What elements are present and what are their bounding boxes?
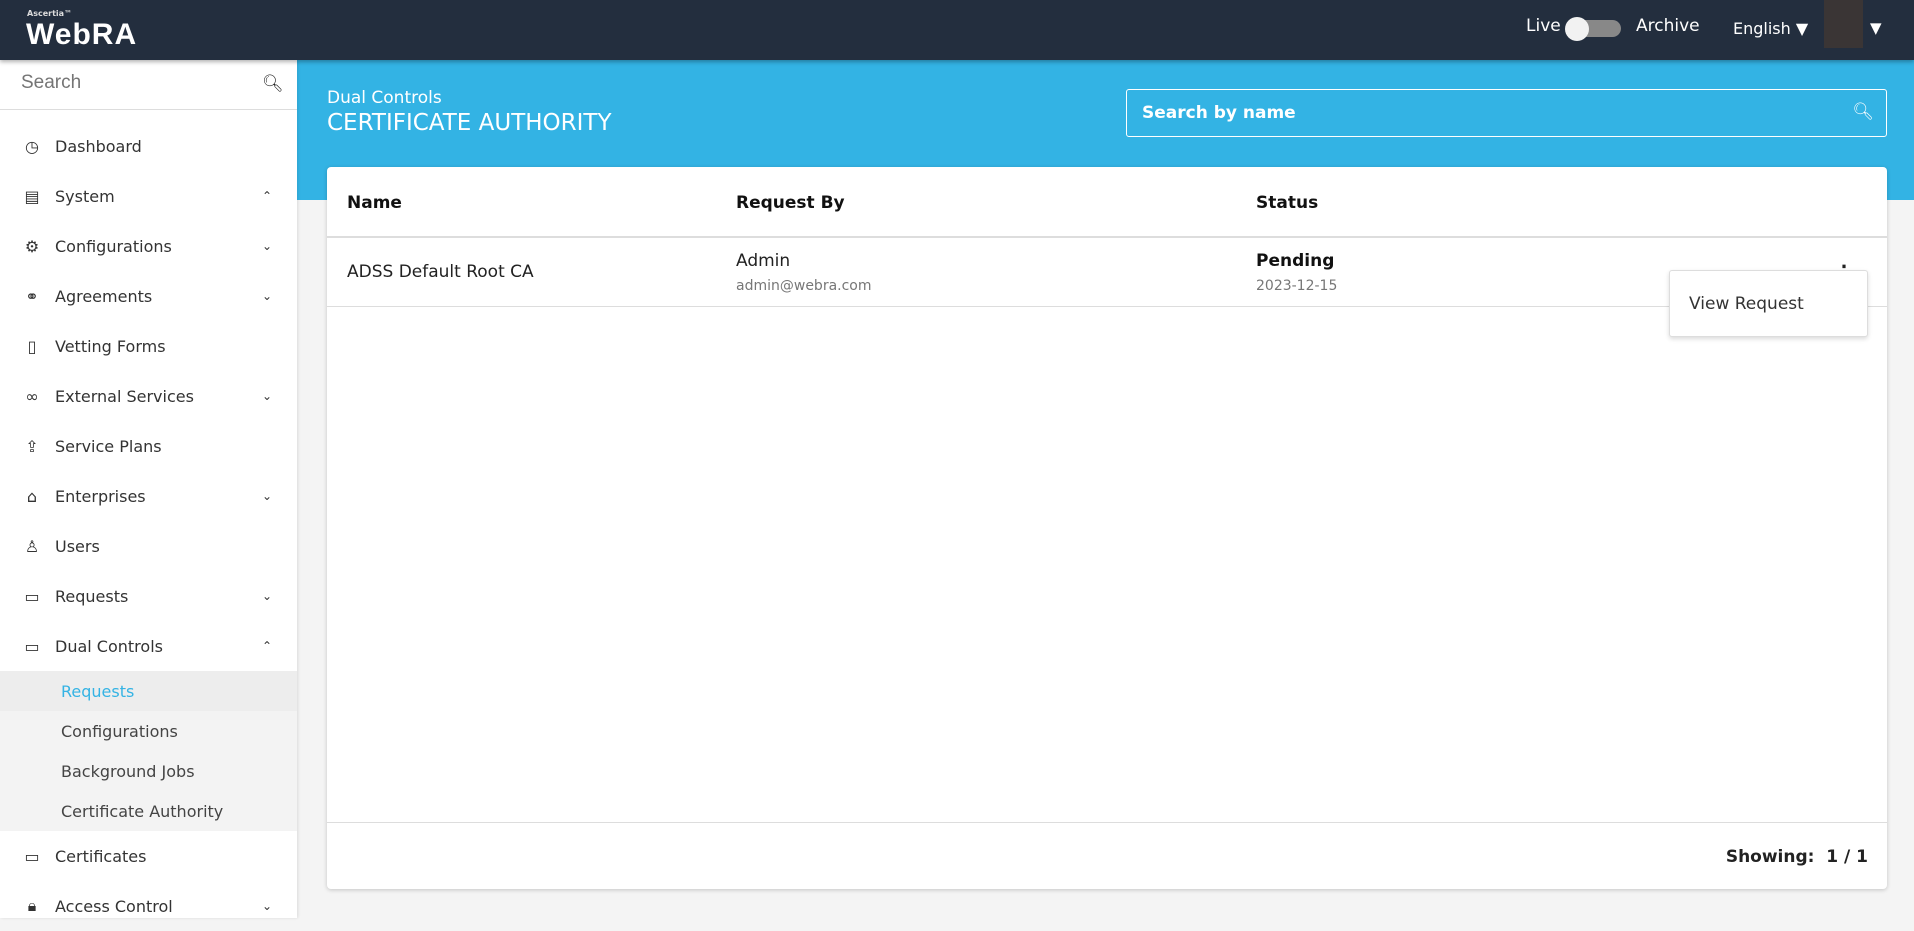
sidebar-item-label: Requests: [55, 586, 129, 606]
handshake-icon: ⚭: [25, 286, 39, 306]
divider: [327, 236, 1887, 238]
certificate-icon: ▭: [24, 846, 40, 866]
sidebar-item-label: Dual Controls: [55, 636, 163, 656]
chevron-up-icon[interactable]: ⌃: [262, 639, 273, 653]
row-actions-menu: View Request: [1669, 270, 1868, 337]
sidebar-item-label: External Services: [55, 386, 194, 406]
sidebar-item-label: Access Control: [55, 896, 173, 916]
bank-icon: ⌂: [26, 486, 38, 506]
column-header-name[interactable]: Name: [347, 193, 402, 213]
chevron-down-icon[interactable]: ⌄: [262, 589, 273, 603]
menu-item-view-request[interactable]: View Request: [1689, 294, 1804, 314]
sidebar-item-configurations[interactable]: ⚙ Configurations ⌄: [0, 221, 297, 271]
sidebar-item-users[interactable]: ♙ Users: [0, 521, 297, 571]
row-request-by: Admin: [736, 251, 791, 271]
chevron-down-icon[interactable]: ⌄: [262, 289, 273, 303]
sidebar-search-input[interactable]: [21, 72, 251, 94]
sidebar-subitem-certificate-authority[interactable]: Certificate Authority: [61, 801, 224, 821]
archive-label: Archive: [1636, 16, 1700, 36]
status-badge: Pending: [1256, 251, 1335, 271]
column-header-request-by[interactable]: Request By: [736, 193, 845, 213]
form-icon: ▯: [27, 336, 37, 356]
link-icon: ∞: [25, 386, 39, 406]
avatar[interactable]: [1824, 0, 1863, 48]
breadcrumb[interactable]: Dual Controls: [327, 88, 442, 108]
sidebar-item-dashboard[interactable]: ◷ Dashboard: [0, 121, 297, 171]
sidebar-subitem-background-jobs[interactable]: Background Jobs: [61, 761, 195, 781]
row-date: 2023-12-15: [1256, 278, 1338, 294]
search-icon[interactable]: 🔍︎: [1852, 102, 1874, 122]
divider: [327, 822, 1887, 823]
sidebar-item-dual-controls[interactable]: ▭ Dual Controls ⌃: [0, 621, 297, 671]
brand-label: Ascertia™: [27, 9, 73, 18]
server-icon: ▤: [24, 186, 40, 206]
user-menu-caret-icon[interactable]: ▼: [1870, 19, 1882, 37]
dashboard-icon: ◷: [25, 136, 39, 156]
chevron-down-icon[interactable]: ⌄: [262, 489, 273, 503]
chevron-down-icon[interactable]: ⌄: [262, 899, 273, 913]
sidebar-item-service-plans[interactable]: ⇪ Service Plans: [0, 421, 297, 471]
pagination-showing: Showing: 1 / 1: [1725, 847, 1868, 867]
sidebar-item-label: Certificates: [55, 846, 147, 866]
caret-down-icon: ▼: [1795, 19, 1809, 38]
column-header-status[interactable]: Status: [1256, 193, 1319, 213]
sidebar: 🔍︎ ◷ Dashboard ▤ System ⌃ ⚙ Configurations ⌄ ⚭ Ag…: [0, 60, 297, 918]
sidebar-item-agreements[interactable]: ⚭ Agreements ⌄: [0, 271, 297, 321]
language-dropdown[interactable]: English ▼: [1733, 19, 1808, 38]
request-icon: ▭: [24, 586, 40, 606]
sidebar-item-label: Configurations: [55, 236, 172, 256]
requests-table: Name Request By Status ADSS Default Root…: [327, 167, 1887, 889]
row-email: admin@webra.com: [736, 278, 872, 294]
top-bar: Ascertia™ WebRA Live Archive English ▼ ▼: [0, 0, 1914, 60]
language-label: English: [1733, 19, 1791, 38]
sidebar-search: 🔍︎: [0, 60, 297, 110]
live-label: Live: [1526, 16, 1561, 36]
sidebar-subitem-configurations[interactable]: Configurations: [61, 721, 178, 741]
sidebar-item-label: System: [55, 186, 115, 206]
sidebar-item-requests[interactable]: ▭ Requests ⌄: [0, 571, 297, 621]
sidebar-item-label: Users: [55, 536, 100, 556]
page-title: CERTIFICATE AUTHORITY: [327, 110, 612, 136]
live-archive-toggle[interactable]: [1565, 17, 1621, 41]
sidebar-item-certificates[interactable]: ▭ Certificates: [0, 831, 297, 881]
sidebar-item-external-services[interactable]: ∞ External Services ⌄: [0, 371, 297, 421]
sidebar-subitem-requests[interactable]: Requests: [0, 671, 297, 711]
sidebar-item-label: Service Plans: [55, 436, 162, 456]
sidebar-item-label: Enterprises: [55, 486, 146, 506]
sidebar-item-system[interactable]: ▤ System ⌃: [0, 171, 297, 221]
chevron-down-icon[interactable]: ⌄: [262, 389, 273, 403]
search-icon[interactable]: 🔍︎: [262, 74, 284, 94]
chevron-up-icon[interactable]: ⌃: [262, 189, 273, 203]
logo[interactable]: WebRA: [26, 18, 138, 51]
plan-icon: ⇪: [25, 436, 39, 456]
search-placeholder: Search by name: [1142, 103, 1296, 123]
chevron-down-icon[interactable]: ⌄: [262, 239, 273, 253]
divider: [327, 306, 1887, 307]
sidebar-item-enterprises[interactable]: ⌂ Enterprises ⌄: [0, 471, 297, 521]
dual-controls-submenu: Requests Configurations Background Jobs …: [0, 671, 297, 831]
user-icon: ♙: [24, 536, 40, 556]
sidebar-item-access-control[interactable]: 🔒︎ Access Control ⌄: [0, 881, 297, 931]
sidebar-item-label: Agreements: [55, 286, 153, 306]
gear-icon: ⚙: [24, 236, 40, 256]
lock-icon: 🔒︎: [27, 896, 37, 915]
sidebar-item-vetting-forms[interactable]: ▯ Vetting Forms: [0, 321, 297, 371]
dual-control-icon: ▭: [24, 636, 40, 656]
sidebar-item-label: Dashboard: [55, 136, 142, 156]
search-input[interactable]: Search by name 🔍︎: [1126, 89, 1887, 137]
sidebar-item-label: Vetting Forms: [55, 336, 166, 356]
row-name: ADSS Default Root CA: [347, 262, 534, 282]
